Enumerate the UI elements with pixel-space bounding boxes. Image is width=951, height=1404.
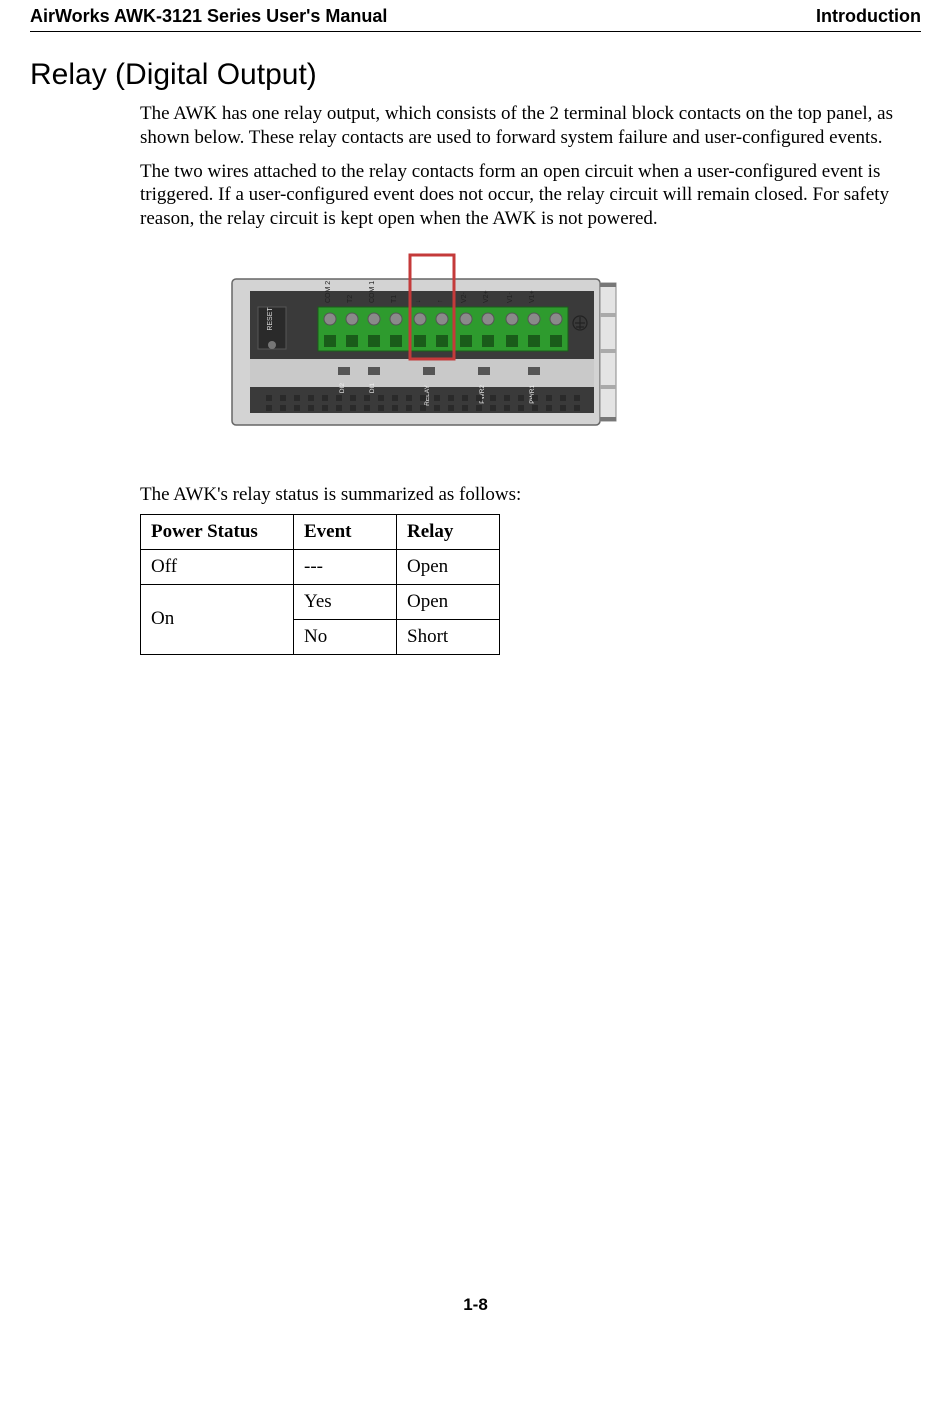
device-svg: RESET bbox=[188, 249, 628, 449]
page-number: 1-8 bbox=[30, 1295, 921, 1315]
svg-text:DI1: DI1 bbox=[369, 382, 376, 393]
terminal-block bbox=[318, 307, 568, 351]
svg-text:V1-: V1- bbox=[507, 291, 514, 303]
cell-power-on: On bbox=[141, 584, 294, 654]
table-header-row: Power Status Event Relay bbox=[141, 514, 500, 549]
svg-text:↓: ↓ bbox=[415, 299, 422, 303]
svg-text:V2-: V2- bbox=[461, 291, 468, 303]
label-reset: RESET bbox=[267, 306, 274, 330]
svg-text:COM 2: COM 2 bbox=[325, 280, 332, 302]
paragraph-1: The AWK has one relay output, which cons… bbox=[140, 102, 911, 150]
cell-power-off: Off bbox=[141, 549, 294, 584]
svg-text:T2: T2 bbox=[347, 294, 354, 302]
header-right: Introduction bbox=[816, 6, 921, 27]
cell-relay-short: Short bbox=[397, 619, 500, 654]
running-header: AirWorks AWK-3121 Series User's Manual I… bbox=[30, 0, 921, 32]
svg-text:DI2: DI2 bbox=[339, 382, 346, 393]
cell-relay-open: Open bbox=[397, 584, 500, 619]
cell-event-no: No bbox=[294, 619, 397, 654]
relay-status-table: Power Status Event Relay Off --- Open On… bbox=[140, 514, 500, 655]
th-relay: Relay bbox=[397, 514, 500, 549]
table-row: On Yes Open bbox=[141, 584, 500, 619]
page-container: AirWorks AWK-3121 Series User's Manual I… bbox=[0, 0, 951, 1355]
cell-event-off: --- bbox=[294, 549, 397, 584]
svg-text:V1+: V1+ bbox=[529, 290, 536, 303]
table-intro: The AWK's relay status is summarized as … bbox=[140, 484, 911, 506]
ground-icon bbox=[573, 316, 587, 330]
svg-text:COM 1: COM 1 bbox=[369, 280, 376, 302]
svg-text:T1: T1 bbox=[391, 294, 398, 302]
th-event: Event bbox=[294, 514, 397, 549]
section-title: Relay (Digital Output) bbox=[30, 58, 921, 92]
paragraph-2: The two wires attached to the relay cont… bbox=[140, 160, 911, 231]
th-power: Power Status bbox=[141, 514, 294, 549]
svg-text:↑: ↑ bbox=[437, 299, 444, 303]
body-content: The AWK has one relay output, which cons… bbox=[140, 102, 911, 655]
cell-relay-off: Open bbox=[397, 549, 500, 584]
device-figure: RESET bbox=[188, 249, 911, 454]
svg-text:V2+: V2+ bbox=[483, 290, 490, 303]
header-left: AirWorks AWK-3121 Series User's Manual bbox=[30, 6, 387, 27]
cell-event-yes: Yes bbox=[294, 584, 397, 619]
table-row: Off --- Open bbox=[141, 549, 500, 584]
